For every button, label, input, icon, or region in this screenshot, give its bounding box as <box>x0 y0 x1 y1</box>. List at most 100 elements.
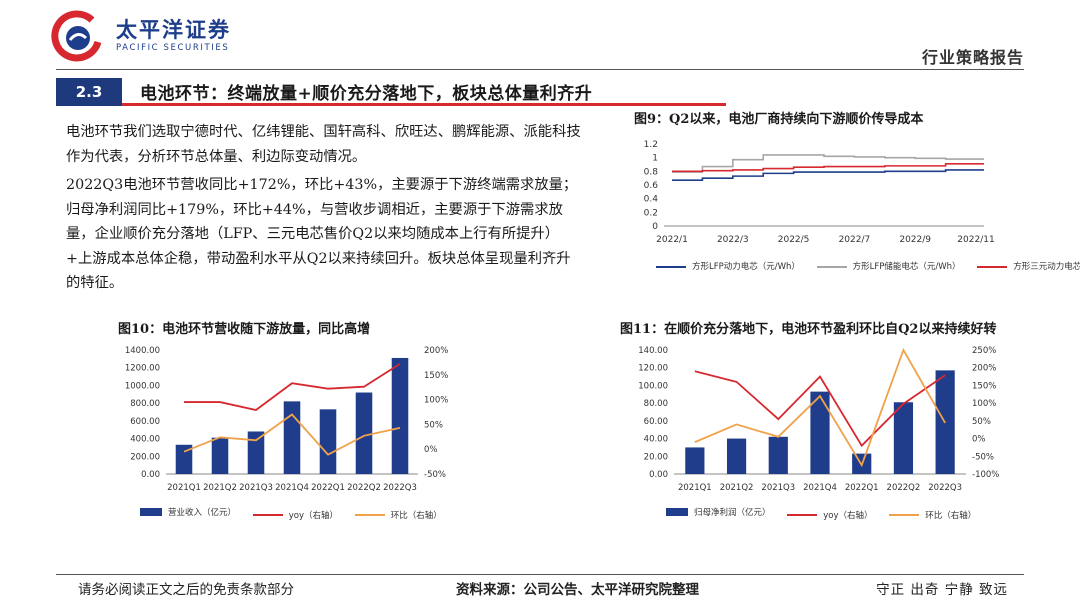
body-paragraph-2: 2022Q3电池环节营收同比+172%，环比+43%，主要源于下游终端需求放量；… <box>66 177 578 291</box>
fig9-chart: 0 0.2 0.4 0.6 0.8 1 1.2 2022/1 2022/3 2022/5 2022/… <box>644 140 995 245</box>
section-underline <box>122 103 726 106</box>
fig10-x-tick-label: 2022Q1 <box>311 483 345 493</box>
fig9-legend-item-1: 方形LFP动力电芯（元/Wh） <box>656 259 800 275</box>
fig10-series-line-1 <box>184 363 401 411</box>
footer-motto: 守正 出奇 宁静 致远 <box>876 582 1008 598</box>
body-paragraph-1: 电池环节我们选取宁德时代、亿纬锂能、国轩高科、欣旺达、鹏辉能源、派能科技作为代表… <box>66 124 581 165</box>
fig11-series-line-2 <box>694 347 946 468</box>
fig11-y-tick-label: 80.00 <box>644 399 668 409</box>
fig9-y-tick-label: 0 <box>652 222 658 232</box>
fig9-x-tick-label: 2022/7 <box>839 235 871 245</box>
logo-english-name: PACIFIC SECURITIES <box>116 43 230 53</box>
fig11-y2-tick-label: 250% <box>972 346 996 356</box>
fig10-bar <box>391 357 409 474</box>
fig10-bar <box>211 437 229 474</box>
fig10-y2-tick-label: 200% <box>424 346 448 356</box>
fig10-y-tick-label: 400.00 <box>130 435 160 445</box>
fig10-x-tick-label: 2022Q2 <box>347 483 381 493</box>
footer-divider <box>56 574 1024 575</box>
fig9-y-tick-label: 0.4 <box>644 195 659 205</box>
fig11-y2-tick-label: 0% <box>972 435 986 445</box>
fig11-series-line-1 <box>694 370 946 448</box>
fig11-y2-tick-label: 50% <box>972 417 991 427</box>
fig9-x-tick-label: 2022/3 <box>717 235 749 245</box>
fig10-y2-tick-label: -50% <box>424 470 446 480</box>
fig10-bar <box>319 409 337 474</box>
section-heading: 2.3 电池环节：终端放量+顺价充分落地下，板块总体量利齐升 <box>56 78 726 106</box>
fig11-x-tick-label: 2021Q2 <box>720 483 754 493</box>
fig9-x-tick-label: 2022/11 <box>957 235 994 245</box>
company-logo: 太平洋证券 PACIFIC SECURITIES <box>48 8 248 64</box>
fig11-legend-item-2: yoy（右轴） <box>787 509 872 521</box>
fig10-title: 图10：电池环节营收随下游放量，同比高增 <box>118 322 371 337</box>
fig9-y-tick-label: 0.6 <box>644 181 659 191</box>
fig10-bar <box>283 401 301 474</box>
header-divider <box>56 69 1024 70</box>
fig11-bar <box>768 436 788 474</box>
section-title: 电池环节：终端放量+顺价充分落地下，板块总体量利齐升 <box>140 84 593 104</box>
fig11-bar <box>726 438 747 474</box>
body-text: 电池环节我们选取宁德时代、亿纬锂能、国轩高科、欣旺达、鹏辉能源、派能科技作为代表… <box>66 120 584 300</box>
fig9-y-tick-label: 0.2 <box>644 208 658 218</box>
fig11-bar <box>685 447 705 474</box>
fig9-legend: 方形LFP动力电芯（元/Wh） 方形LFP储能电芯（元/Wh） 方形三元动力电芯… <box>656 258 1080 275</box>
fig10-legend-item-1: 营业收入（亿元） <box>140 506 236 518</box>
fig11-y-tick-label: 60.00 <box>644 417 668 427</box>
fig9-y-tick-label: 1 <box>652 154 658 164</box>
fig10-x-tick-label: 2021Q1 <box>167 483 201 493</box>
fig10-bar <box>247 431 265 474</box>
fig9-x-tick-label: 2022/9 <box>899 235 931 245</box>
fig10-series-line-2 <box>183 413 401 456</box>
fig10-y-tick-label: 0.00 <box>141 470 160 480</box>
fig9-series-line-1 <box>672 169 984 182</box>
fig9-series-line-3 <box>672 163 984 173</box>
logo-emblem-icon <box>51 10 102 62</box>
fig10-x-tick-label: 2022Q3 <box>383 483 417 493</box>
fig10-y-tick-label: 1200.00 <box>125 364 160 374</box>
fig11-x-tick-label: 2022Q1 <box>845 483 879 493</box>
fig9-legend-item-2: 方形LFP储能电芯（元/Wh） <box>816 259 961 275</box>
fig9-y-tick-label: 1.2 <box>644 140 658 150</box>
fig10-y2-tick-label: 0% <box>424 445 438 455</box>
fig10-bar <box>175 444 193 474</box>
footer-disclaimer: 请务必阅读正文之后的免责条款部分 <box>78 582 294 598</box>
logo-chinese-name: 太平洋证券 <box>116 18 231 42</box>
fig11-y2-tick-label: -100% <box>972 470 999 480</box>
fig11-y2-tick-label: -50% <box>972 452 994 462</box>
fig10-x-tick-label: 2021Q4 <box>275 483 309 493</box>
footer-source: 资料来源：公司公告、太平洋研究院整理 <box>456 582 699 598</box>
fig11-x-tick-label: 2021Q3 <box>761 483 795 493</box>
fig11-title: 图11：在顺价充分落地下，电池环节盈利环比自Q2以来持续好转 <box>620 322 997 337</box>
fig10-y-tick-label: 600.00 <box>130 417 160 427</box>
fig10-y2-tick-label: 100% <box>424 396 448 406</box>
fig9-x-tick-label: 2022/1 <box>656 235 688 245</box>
fig11-bar <box>893 402 914 474</box>
fig11-x-tick-label: 2022Q2 <box>887 483 921 493</box>
fig10-y2-tick-label: 150% <box>424 371 448 381</box>
fig11-y-tick-label: 0.00 <box>649 470 668 480</box>
fig11-x-tick-label: 2022Q3 <box>928 483 962 493</box>
fig11-x-tick-label: 2021Q4 <box>803 483 837 493</box>
fig11-y-tick-label: 140.00 <box>638 346 668 356</box>
fig9-x-tick-label: 2022/5 <box>778 235 810 245</box>
fig10-x-tick-label: 2021Q3 <box>239 483 273 493</box>
section-number: 2.3 <box>56 78 122 106</box>
fig9-legend-item-3: 方形三元动力电芯（元/Wh） <box>977 259 1080 275</box>
fig11-y-tick-label: 100.00 <box>638 381 668 391</box>
fig11-y-tick-label: 120.00 <box>638 364 668 374</box>
fig11-y2-tick-label: 100% <box>972 399 996 409</box>
fig10-y-tick-label: 1400.00 <box>125 346 160 356</box>
fig10-y-tick-label: 1000.00 <box>125 381 160 391</box>
fig11-legend: 归母净利润（亿元） yoy（右轴） 环比（右轴） <box>666 506 990 521</box>
fig11-chart: 0.00 20.00 40.00 60.00 80.00 100.00 120.00 140.… <box>638 346 999 493</box>
fig9-series-line-2 <box>672 154 984 173</box>
fig10-y-tick-label: 800.00 <box>130 399 160 409</box>
fig10-legend: 营业收入（亿元） yoy（右轴） 环比（右轴） <box>140 506 456 521</box>
fig10-x-tick-label: 2021Q2 <box>203 483 237 493</box>
fig11-y-tick-label: 20.00 <box>644 452 668 462</box>
fig11-legend-item-1: 归母净利润（亿元） <box>666 506 771 518</box>
report-type-label: 行业策略报告 <box>921 48 1024 67</box>
fig11-y2-tick-label: 150% <box>972 381 996 391</box>
fig9-y-tick-label: 0.8 <box>644 167 659 177</box>
fig9-title: 图9：Q2以来，电池厂商持续向下游顺价传导成本 <box>634 112 924 127</box>
